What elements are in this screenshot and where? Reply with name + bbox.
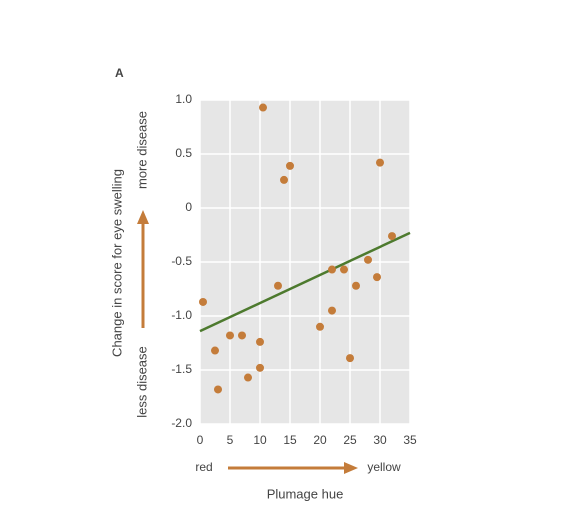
point: [280, 175, 288, 184]
y-high-label: more disease: [134, 111, 149, 189]
point: [376, 158, 384, 167]
y-tick-label: 0.5: [175, 146, 192, 160]
x-axis-label: Plumage hue: [267, 486, 344, 501]
y-axis-label: Change in score for eye swelling: [109, 169, 124, 357]
x-tick-label: 10: [253, 433, 267, 447]
y-tick-label: -2.0: [171, 416, 192, 430]
point: [226, 331, 234, 340]
x-tick-label: 30: [373, 433, 387, 447]
point: [316, 322, 324, 331]
point: [328, 306, 336, 315]
x-high-label: yellow: [367, 460, 401, 474]
x-arrow-head: [344, 462, 358, 474]
x-tick-label: 25: [343, 433, 357, 447]
point: [373, 273, 381, 282]
point: [199, 297, 207, 306]
point: [238, 331, 246, 340]
panel-label: A: [115, 66, 124, 80]
point: [340, 265, 348, 274]
point: [388, 232, 396, 241]
y-tick-label: -1.5: [171, 362, 192, 376]
point: [211, 346, 219, 355]
point: [328, 265, 336, 274]
point: [364, 255, 372, 264]
x-tick-label: 35: [403, 433, 417, 447]
y-arrow-head: [137, 210, 149, 224]
x-tick-label: 15: [283, 433, 297, 447]
x-tick-label: 0: [197, 433, 204, 447]
point: [256, 363, 264, 372]
point: [259, 103, 267, 112]
trend-line: [199, 231, 411, 333]
point: [244, 373, 252, 382]
y-low-label: less disease: [134, 346, 149, 418]
point: [286, 161, 294, 170]
point: [214, 385, 222, 394]
y-tick-label: 0: [185, 200, 192, 214]
point: [256, 337, 264, 346]
x-tick-label: 20: [313, 433, 327, 447]
y-tick-label: -0.5: [171, 254, 192, 268]
y-tick-label: 1.0: [175, 92, 192, 106]
point: [352, 281, 360, 290]
x-tick-label: 5: [227, 433, 234, 447]
point: [274, 281, 282, 290]
y-tick-label: -1.0: [171, 308, 192, 322]
point: [346, 354, 354, 363]
x-low-label: red: [195, 460, 212, 474]
